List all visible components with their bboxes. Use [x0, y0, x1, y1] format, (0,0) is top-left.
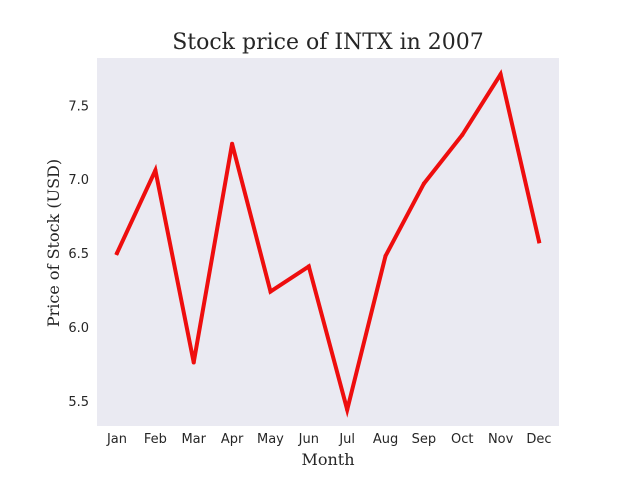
x-tick-label: Dec — [526, 432, 551, 447]
x-tick-label: Nov — [488, 432, 514, 447]
y-tick-label: 7.0 — [68, 173, 89, 188]
data-point-mar — [191, 360, 196, 365]
data-point-jul — [345, 407, 350, 412]
x-tick-label: Jul — [338, 432, 355, 447]
x-tick-label: Mar — [181, 432, 206, 447]
x-axis-label: Month — [301, 450, 354, 469]
data-point-sep — [421, 181, 426, 186]
data-point-jan — [115, 251, 119, 256]
y-tick-label: 6.0 — [68, 321, 89, 336]
x-tick-label: Oct — [451, 432, 473, 447]
x-tick-label: May — [257, 432, 284, 447]
x-tick-label: Apr — [221, 432, 244, 447]
data-point-oct — [460, 132, 465, 137]
y-tick-label: 7.5 — [68, 99, 89, 114]
data-point-may — [268, 289, 273, 294]
data-point-dec — [537, 239, 541, 244]
data-point-nov — [498, 72, 503, 77]
data-point-apr — [230, 141, 235, 146]
x-tick-label: Aug — [373, 432, 398, 447]
x-tick-labels: Jan Feb Mar Apr May Jun Jul Aug Sep Oct Nov Dec — [106, 432, 552, 447]
x-tick-label: Jun — [298, 432, 319, 447]
y-axis-label: Price of Stock (USD) — [44, 159, 63, 327]
series-line — [114, 69, 542, 418]
series-layer — [114, 69, 542, 418]
x-tick-label: Feb — [144, 432, 167, 447]
data-point-feb — [153, 168, 158, 173]
chart-title: Stock price of INTX in 2007 — [172, 30, 484, 55]
y-tick-label: 5.5 — [68, 395, 89, 410]
x-tick-label: Jan — [106, 432, 127, 447]
y-tick-label: 6.5 — [68, 247, 89, 262]
x-tick-label: Sep — [412, 432, 437, 447]
data-point-aug — [383, 254, 388, 259]
data-point-jun — [306, 264, 311, 269]
plot-area — [97, 58, 559, 426]
y-tick-labels: 5.5 6.0 6.5 7.0 7.5 — [68, 99, 89, 410]
